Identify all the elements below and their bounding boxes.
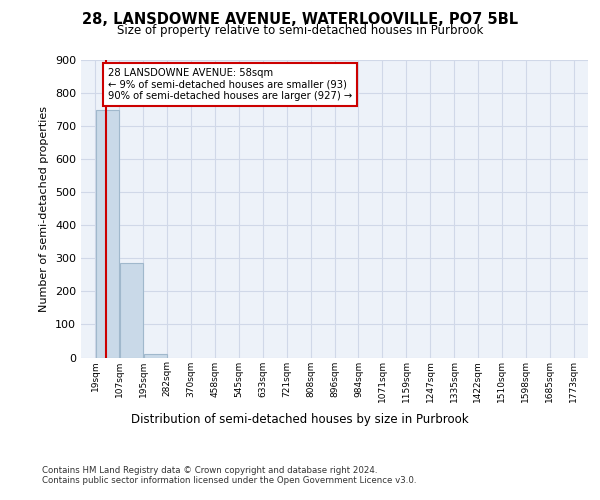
Text: Size of property relative to semi-detached houses in Purbrook: Size of property relative to semi-detach… — [117, 24, 483, 37]
Bar — [95, 110, 119, 358]
Bar — [143, 354, 167, 358]
Text: Contains public sector information licensed under the Open Government Licence v3: Contains public sector information licen… — [42, 476, 416, 485]
Text: Distribution of semi-detached houses by size in Purbrook: Distribution of semi-detached houses by … — [131, 412, 469, 426]
Text: 28 LANSDOWNE AVENUE: 58sqm
← 9% of semi-detached houses are smaller (93)
90% of : 28 LANSDOWNE AVENUE: 58sqm ← 9% of semi-… — [108, 68, 352, 102]
Y-axis label: Number of semi-detached properties: Number of semi-detached properties — [40, 106, 49, 312]
Text: 28, LANSDOWNE AVENUE, WATERLOOVILLE, PO7 5BL: 28, LANSDOWNE AVENUE, WATERLOOVILLE, PO7… — [82, 12, 518, 28]
Bar — [119, 264, 143, 358]
Text: Contains HM Land Registry data © Crown copyright and database right 2024.: Contains HM Land Registry data © Crown c… — [42, 466, 377, 475]
